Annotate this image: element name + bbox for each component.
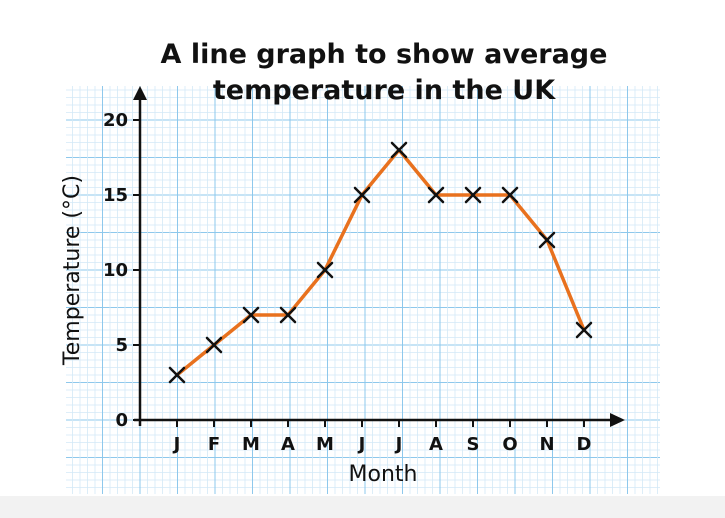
data-point-marker — [501, 186, 519, 204]
data-point-marker — [168, 366, 186, 384]
data-point-marker — [464, 186, 482, 204]
chart-title-line-2: temperature in the UK — [213, 75, 556, 106]
marker-stroke — [464, 186, 482, 204]
marker-stroke — [538, 231, 556, 249]
footer-band — [0, 496, 725, 518]
x-tick-label: N — [539, 434, 554, 455]
marker-stroke — [242, 306, 260, 324]
marker-stroke — [353, 186, 371, 204]
x-tick-label: J — [394, 434, 403, 455]
x-tick-label: S — [467, 434, 480, 455]
y-tick-label: 5 — [115, 335, 128, 356]
data-point-marker — [205, 336, 223, 354]
y-axis-arrow — [133, 86, 147, 100]
marker-stroke — [316, 261, 334, 279]
data-point-marker — [279, 306, 297, 324]
x-tick-label: M — [316, 434, 334, 455]
x-tick-label: O — [502, 434, 517, 455]
x-tick-label: A — [281, 434, 295, 455]
x-tick-label: A — [429, 434, 443, 455]
y-axis-label: Temperature (°C) — [60, 175, 85, 366]
data-point-marker — [316, 261, 334, 279]
marker-stroke — [205, 336, 223, 354]
x-tick-label: M — [242, 434, 260, 455]
marker-stroke — [168, 366, 186, 384]
marker-stroke — [501, 186, 519, 204]
data-point-marker — [575, 321, 593, 339]
x-tick-label: D — [577, 434, 592, 455]
x-tick-label: J — [172, 434, 181, 455]
data-point-marker — [353, 186, 371, 204]
data-point-marker — [427, 186, 445, 204]
x-axis-arrow — [610, 413, 625, 427]
x-axis-label: Month — [349, 462, 418, 487]
grid — [66, 86, 660, 494]
x-tick-label: J — [357, 434, 366, 455]
data-point-marker — [242, 306, 260, 324]
marker-stroke — [390, 141, 408, 159]
x-tick-label: F — [208, 434, 220, 455]
y-tick-label: 0 — [115, 410, 128, 431]
marker-stroke — [427, 186, 445, 204]
series-group — [168, 141, 593, 384]
y-tick-label: 10 — [103, 260, 128, 281]
chart-title-line-1: A line graph to show average — [161, 39, 608, 70]
labels: A line graph to show average temperature… — [60, 39, 607, 487]
data-point-marker — [390, 141, 408, 159]
marker-stroke — [279, 306, 297, 324]
y-tick-label: 20 — [103, 110, 128, 131]
data-point-marker — [538, 231, 556, 249]
y-tick-label: 15 — [103, 185, 128, 206]
marker-stroke — [575, 321, 593, 339]
